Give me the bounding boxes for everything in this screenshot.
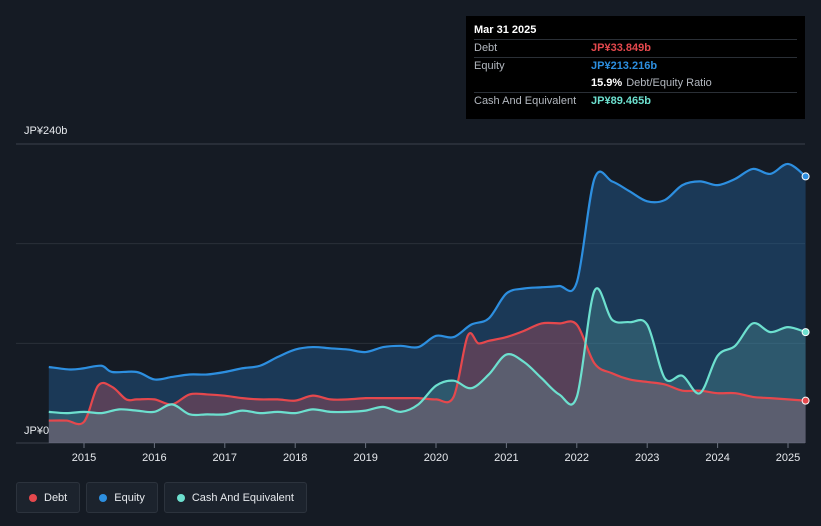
tooltip-cash-row: Cash And Equivalent JP¥89.465b [474,92,797,110]
equity-dot-icon [99,493,108,502]
x-tick-label: 2020 [424,452,448,464]
x-tick-label: 2025 [776,452,800,464]
tooltip-equity-row: Equity JP¥213.216b [474,57,797,75]
tooltip-cash-value: JP¥89.465b [591,95,651,107]
legend-item-debt[interactable]: Debt [16,482,81,513]
legend-debt-label: Debt [44,491,68,504]
tooltip-ratio-value: 15.9% [591,77,623,89]
series-lines [48,162,807,426]
legend-item-cash[interactable]: Cash And Equivalent [163,482,307,513]
cash-dot-icon [176,493,185,502]
tooltip-cash-label: Cash And Equivalent [474,95,577,107]
legend-cash-label: Cash And Equivalent [191,491,294,504]
equity-area [48,163,806,444]
tooltip-debt-row: Debt JP¥33.849b [474,39,797,57]
data-tooltip: Mar 31 2025 Debt JP¥33.849b Equity JP¥21… [466,16,805,119]
debt-area [48,321,806,443]
debt-line [48,320,806,426]
tooltip-equity-label: Equity [474,60,505,72]
debt-dot-icon [29,493,37,502]
end-markers [801,172,810,405]
x-tick-label: 2015 [72,452,96,464]
x-tick-label: 2022 [565,452,589,464]
debt-end-marker [801,396,810,405]
tooltip-equity-value: JP¥213.216b [591,60,658,72]
tooltip-ratio-label: Debt/Equity Ratio [626,77,712,89]
x-tick-label: 2018 [283,452,307,464]
equity-end-marker [801,172,810,181]
y-axis-bottom-label: JP¥0 [24,425,50,437]
x-axis-ticks: 2015 2016 2017 2018 2019 2020 2021 2022 2023 2024… [72,443,800,464]
y-axis-top-label: JP¥240b [24,125,68,137]
tooltip-debt-label: Debt [474,42,498,54]
cash-and-equivalent-line [48,287,806,417]
legend-item-equity[interactable]: Equity [86,482,158,513]
cash-and-equivalent-end-marker [801,328,810,337]
tooltip-date: Mar 31 2025 [474,24,537,36]
x-tick-label: 2024 [705,452,729,464]
tooltip-debt-value: JP¥33.849b [591,42,651,54]
x-tick-label: 2019 [353,452,377,464]
legend-equity-label: Equity [114,491,145,504]
cash-and-equivalent-area [48,288,806,443]
series-areas [48,163,806,444]
x-tick-label: 2021 [494,452,518,464]
chart-legend: Debt Equity Cash And Equivalent [16,482,307,513]
grid-lines [16,143,805,444]
x-tick-label: 2017 [213,452,237,464]
tooltip-ratio-row: 15.9% Debt/Equity Ratio [474,75,797,92]
x-tick-label: 2023 [635,452,659,464]
x-tick-label: 2016 [142,452,166,464]
equity-line [48,162,807,381]
